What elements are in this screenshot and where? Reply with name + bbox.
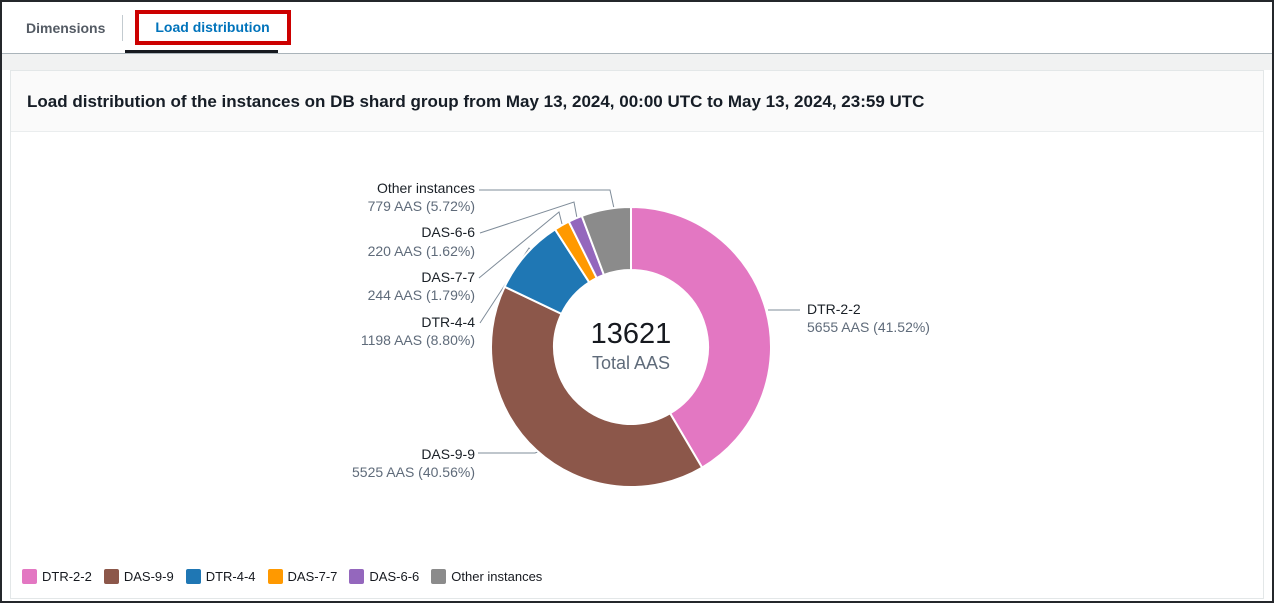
active-tab-underline bbox=[125, 50, 278, 53]
slice-label-value-dtr-2-2: 5655 AAS (41.52%) bbox=[807, 319, 930, 335]
tab-divider bbox=[122, 14, 124, 41]
donut-chart-area: 13621 Total AAS Other instances 779 AAS … bbox=[11, 132, 1263, 561]
legend-label-das-9-9: DAS-9-9 bbox=[123, 569, 174, 584]
panel-title: Load distribution of the instances on DB… bbox=[27, 92, 925, 111]
slice-label-name-dtr-2-2: DTR-2-2 bbox=[807, 301, 861, 317]
total-label: Total AAS bbox=[592, 353, 670, 373]
slice-label-value-dtr-4-4: 1198 AAS (8.80%) bbox=[361, 332, 475, 348]
tab-dimensions[interactable]: Dimensions bbox=[26, 19, 106, 36]
legend-swatch-das-6-6 bbox=[349, 569, 365, 584]
donut-slices bbox=[490, 206, 772, 488]
donut-slice-other-instances[interactable] bbox=[580, 206, 632, 276]
legend-label-dtr-4-4: DTR-4-4 bbox=[205, 569, 256, 584]
legend-label-das-6-6: DAS-6-6 bbox=[369, 569, 420, 584]
slice-label-name-das-6-6: DAS-6-6 bbox=[421, 224, 475, 240]
legend-swatch-dtr-2-2 bbox=[22, 569, 37, 584]
legend-item-dtr-2-2[interactable]: DTR-2-2 bbox=[22, 569, 92, 584]
donut-slice-das-9-9[interactable] bbox=[490, 285, 704, 488]
legend-swatch-das-7-7 bbox=[267, 569, 283, 584]
slice-label-name-other-instances: Other instances bbox=[377, 180, 475, 196]
panel-header: Load distribution of the instances on DB… bbox=[11, 71, 1263, 132]
legend-label-das-7-7: DAS-7-7 bbox=[287, 569, 338, 584]
slice-label-value-das-9-9: 5525 AAS (40.56%) bbox=[352, 464, 475, 480]
tab-bar: Dimensions Load distribution bbox=[2, 2, 1272, 54]
legend-item-other-instances[interactable]: Other instances bbox=[431, 569, 542, 584]
legend-label-other-instances: Other instances bbox=[451, 569, 543, 584]
legend-item-das-6-6[interactable]: DAS-6-6 bbox=[349, 569, 419, 584]
legend-swatch-dtr-4-4 bbox=[185, 569, 201, 584]
load-distribution-panel: Load distribution of the instances on DB… bbox=[10, 70, 1264, 599]
slice-label-value-das-6-6: 220 AAS (1.62%) bbox=[368, 243, 475, 259]
leader-line-das-7-7 bbox=[478, 211, 563, 279]
donut-chart: 13621 Total AAS Other instances 779 AAS … bbox=[352, 180, 930, 488]
leader-line-das-6-6 bbox=[479, 201, 578, 234]
slice-label-value-das-7-7: 244 AAS (1.79%) bbox=[368, 287, 475, 303]
slice-label-value-other-instances: 779 AAS (5.72%) bbox=[368, 198, 475, 214]
legend-item-das-9-9[interactable]: DAS-9-9 bbox=[103, 569, 174, 584]
leader-line-other-instances bbox=[479, 189, 616, 214]
page-background-strip bbox=[2, 54, 1272, 70]
chart-legend: DTR-2-2 DAS-9-9 DTR-4-4 DAS-7-7 DAS-6-6 … bbox=[11, 561, 1263, 598]
annotation-box: Load distribution bbox=[135, 10, 291, 45]
total-value: 13621 bbox=[591, 318, 672, 350]
leader-lines bbox=[478, 189, 800, 454]
slice-label-name-dtr-4-4: DTR-4-4 bbox=[421, 314, 475, 330]
donut-slice-dtr-2-2[interactable] bbox=[630, 206, 772, 469]
legend-item-dtr-4-4[interactable]: DTR-4-4 bbox=[185, 569, 256, 584]
slice-label-name-das-7-7: DAS-7-7 bbox=[421, 269, 475, 285]
legend-item-das-7-7[interactable]: DAS-7-7 bbox=[267, 569, 338, 584]
legend-swatch-das-9-9 bbox=[103, 569, 119, 584]
slice-label-name-das-9-9: DAS-9-9 bbox=[421, 446, 475, 462]
legend-label-dtr-2-2: DTR-2-2 bbox=[42, 569, 92, 584]
legend-swatch-other-instances bbox=[431, 569, 447, 584]
tab-load-distribution[interactable]: Load distribution bbox=[155, 19, 270, 35]
